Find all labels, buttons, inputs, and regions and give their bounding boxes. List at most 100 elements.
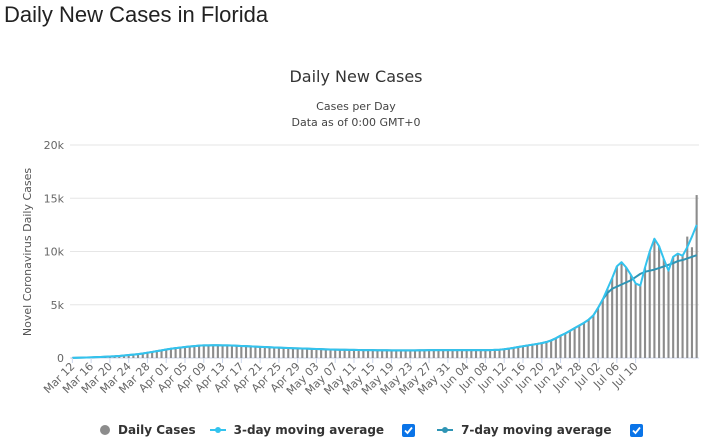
daily-cases-bar xyxy=(198,345,201,358)
legend-3day-swatch xyxy=(209,427,226,433)
legend-daily-cases[interactable]: Daily Cases xyxy=(100,423,196,437)
daily-cases-bar xyxy=(681,255,684,358)
daily-cases-bars xyxy=(71,195,698,359)
moving-average-lines xyxy=(72,224,698,359)
daily-cases-bar xyxy=(535,343,539,358)
daily-cases-bar xyxy=(244,346,248,358)
chart-legend: Daily Cases 3-day moving average 7-day m… xyxy=(100,420,665,440)
daily-cases-bar xyxy=(526,345,529,358)
daily-cases-bar xyxy=(141,353,144,358)
chart-subtitle-line1: Cases per Day xyxy=(316,100,396,113)
page-heading: Daily New Cases in Florida xyxy=(4,2,269,27)
y-axis-ticks: 0 5k 10k 15k 20k xyxy=(44,139,65,365)
avg7-checkbox[interactable] xyxy=(629,423,643,437)
daily-cases-bar xyxy=(578,325,581,358)
daily-cases-bar xyxy=(259,346,262,358)
legend-daily-swatch xyxy=(100,425,110,435)
daily-cases-bar xyxy=(479,350,482,358)
daily-cases-bar xyxy=(151,351,154,358)
daily-cases-bar xyxy=(446,350,449,358)
daily-cases-bar xyxy=(399,350,402,358)
daily-cases-bar xyxy=(629,274,632,358)
legend-3day-label: 3-day moving average xyxy=(233,423,385,437)
daily-cases-bar xyxy=(512,347,515,358)
daily-cases-bar xyxy=(202,345,205,358)
daily-cases-bar xyxy=(315,349,318,358)
daily-cases-bar xyxy=(296,348,299,358)
daily-cases-bar xyxy=(413,350,417,358)
daily-cases-bar xyxy=(503,349,506,358)
daily-cases-bar xyxy=(484,350,487,358)
daily-cases-bar xyxy=(517,347,520,358)
daily-cases-bar xyxy=(470,350,473,358)
daily-cases-bar xyxy=(456,350,459,358)
daily-cases-bar xyxy=(188,346,191,358)
daily-cases-bar xyxy=(568,330,571,358)
daily-cases-bar xyxy=(381,350,384,358)
daily-cases-bar xyxy=(277,347,280,358)
y-tick-label: 0 xyxy=(57,352,64,365)
daily-cases-bar xyxy=(329,349,332,358)
daily-cases-bar xyxy=(643,267,647,358)
daily-cases-bar xyxy=(127,355,130,358)
daily-cases-bar xyxy=(634,283,637,358)
check-icon xyxy=(404,426,413,434)
daily-cases-bar xyxy=(221,345,224,358)
daily-cases-bar xyxy=(418,350,421,358)
daily-cases-bar xyxy=(493,349,496,358)
daily-cases-bar xyxy=(338,349,341,358)
daily-cases-bar xyxy=(554,338,557,358)
daily-cases-bar xyxy=(357,350,360,358)
y-tick-label: 20k xyxy=(44,139,65,152)
y-tick-label: 10k xyxy=(44,246,65,259)
daily-cases-bar xyxy=(592,315,595,358)
daily-cases-bar xyxy=(582,322,586,358)
daily-cases-bar xyxy=(489,350,492,358)
daily-cases-bar xyxy=(376,350,379,358)
daily-cases-bar xyxy=(545,342,548,358)
avg3-checkbox[interactable] xyxy=(402,423,416,437)
daily-cases-bar xyxy=(287,348,290,358)
y-tick-label: 15k xyxy=(44,192,65,205)
daily-cases-bar xyxy=(620,262,623,358)
daily-cases-bar xyxy=(137,354,140,358)
daily-cases-bar xyxy=(183,347,187,358)
daily-cases-bar xyxy=(146,352,149,358)
daily-cases-bar xyxy=(465,350,468,358)
legend-3day-average[interactable]: 3-day moving average xyxy=(209,423,385,437)
daily-cases-bar xyxy=(179,347,182,358)
daily-cases-bar xyxy=(240,345,243,358)
daily-cases-bar xyxy=(132,354,135,358)
legend-7day-average[interactable]: 7-day moving average xyxy=(437,423,612,437)
daily-cases-bar xyxy=(395,350,398,358)
daily-cases-bar xyxy=(653,238,656,358)
daily-cases-bar xyxy=(686,236,689,358)
daily-cases-bar xyxy=(352,349,356,358)
daily-cases-bar xyxy=(160,350,163,358)
chart-subtitle-line2: Data as of 0:00 GMT+0 xyxy=(292,116,421,129)
daily-cases-bar xyxy=(343,349,346,358)
daily-cases-bar xyxy=(301,348,304,358)
daily-cases-bar xyxy=(367,350,370,358)
daily-cases-bar xyxy=(606,288,609,358)
legend-daily-label: Daily Cases xyxy=(118,423,196,437)
daily-cases-bar xyxy=(573,328,576,358)
daily-cases-bar xyxy=(165,349,168,358)
daily-cases-bar xyxy=(658,246,661,358)
daily-cases-bar xyxy=(305,348,309,358)
daily-cases-bar xyxy=(310,348,313,358)
daily-cases-bar xyxy=(254,346,257,358)
daily-cases-bar xyxy=(474,350,478,358)
daily-cases-bar xyxy=(667,270,670,358)
daily-cases-bar xyxy=(428,350,431,358)
daily-cases-bar xyxy=(521,346,525,358)
daily-cases-bar xyxy=(676,253,679,358)
daily-cases-bar xyxy=(273,347,276,358)
daily-cases-bar xyxy=(320,349,323,358)
daily-cases-bar xyxy=(498,349,501,358)
daily-cases-bar xyxy=(611,278,614,358)
daily-cases-bar xyxy=(690,247,694,358)
daily-cases-bar xyxy=(226,345,229,358)
daily-cases-bar xyxy=(460,350,464,358)
